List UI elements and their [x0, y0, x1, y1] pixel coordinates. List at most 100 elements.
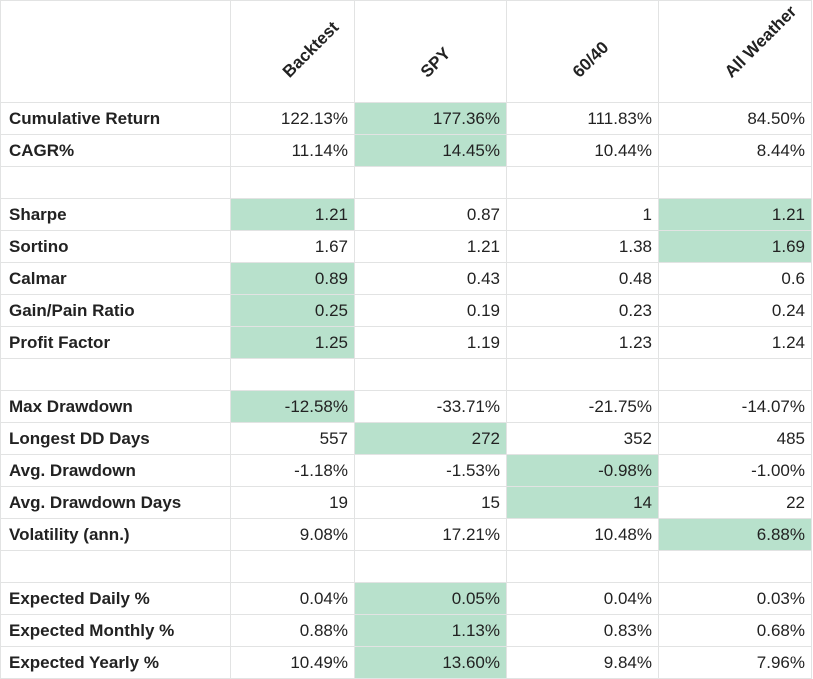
value-cell[interactable]: 272	[355, 423, 507, 455]
value-cell[interactable]: 7.96%	[659, 647, 812, 679]
header-cell-60-40[interactable]: 60/40	[507, 1, 659, 103]
row-label-cell[interactable]: Gain/Pain Ratio	[1, 295, 231, 327]
row-label-cell[interactable]: Sharpe	[1, 199, 231, 231]
value-cell[interactable]: -14.07%	[659, 391, 812, 423]
value-cell[interactable]	[507, 551, 659, 583]
value-cell[interactable]	[355, 551, 507, 583]
value-cell[interactable]: 9.08%	[231, 519, 355, 551]
row-label-cell[interactable]: Avg. Drawdown	[1, 455, 231, 487]
value-cell[interactable]: -1.18%	[231, 455, 355, 487]
value-cell[interactable]: 1.21	[659, 199, 812, 231]
value-cell[interactable]: -21.75%	[507, 391, 659, 423]
value-cell[interactable]: 1.13%	[355, 615, 507, 647]
value-cell[interactable]: 84.50%	[659, 103, 812, 135]
value-cell[interactable]: -1.53%	[355, 455, 507, 487]
row-label-cell[interactable]: Longest DD Days	[1, 423, 231, 455]
value-cell[interactable]: 1.23	[507, 327, 659, 359]
row-label-cell[interactable]	[1, 167, 231, 199]
value-cell[interactable]	[355, 359, 507, 391]
value-cell[interactable]: 0.03%	[659, 583, 812, 615]
value-cell[interactable]: 1.67	[231, 231, 355, 263]
value-cell[interactable]: 0.88%	[231, 615, 355, 647]
value-cell[interactable]: 0.04%	[507, 583, 659, 615]
value-cell[interactable]: 1.24	[659, 327, 812, 359]
value-cell[interactable]	[659, 167, 812, 199]
value-cell[interactable]	[507, 167, 659, 199]
value-cell[interactable]: 1.21	[231, 199, 355, 231]
value-cell[interactable]: -0.98%	[507, 455, 659, 487]
value-cell[interactable]: 14.45%	[355, 135, 507, 167]
value-cell[interactable]: 0.23	[507, 295, 659, 327]
value-cell[interactable]	[231, 551, 355, 583]
value-cell[interactable]: 9.84%	[507, 647, 659, 679]
value-cell[interactable]: 0.83%	[507, 615, 659, 647]
value-cell[interactable]: 15	[355, 487, 507, 519]
value-cell[interactable]: 177.36%	[355, 103, 507, 135]
header-corner-cell[interactable]	[1, 1, 231, 103]
value-cell[interactable]: 1	[507, 199, 659, 231]
value-cell[interactable]: 352	[507, 423, 659, 455]
value-cell[interactable]: 11.14%	[231, 135, 355, 167]
value-cell[interactable]	[659, 551, 812, 583]
value-cell[interactable]: 1.21	[355, 231, 507, 263]
value-cell[interactable]	[231, 359, 355, 391]
row-label-cell[interactable]: Volatility (ann.)	[1, 519, 231, 551]
header-cell-all-weather[interactable]: All Weather	[659, 1, 812, 103]
row-label-cell[interactable]: Avg. Drawdown Days	[1, 487, 231, 519]
value-cell[interactable]: 17.21%	[355, 519, 507, 551]
row-label-cell[interactable]: Expected Daily %	[1, 583, 231, 615]
row-label-cell[interactable]	[1, 551, 231, 583]
value-cell[interactable]: 0.24	[659, 295, 812, 327]
value-cell[interactable]: 0.43	[355, 263, 507, 295]
value-cell[interactable]: 0.19	[355, 295, 507, 327]
value-cell[interactable]: 0.89	[231, 263, 355, 295]
value-cell[interactable]: 0.25	[231, 295, 355, 327]
value-cell[interactable]: 122.13%	[231, 103, 355, 135]
value-cell[interactable]: 19	[231, 487, 355, 519]
row-label-cell[interactable]: Max Drawdown	[1, 391, 231, 423]
value-cell[interactable]: 1.25	[231, 327, 355, 359]
value-cell[interactable]: 485	[659, 423, 812, 455]
value-cell[interactable]: -12.58%	[231, 391, 355, 423]
value-cell[interactable]: -33.71%	[355, 391, 507, 423]
value-cell[interactable]: 0.48	[507, 263, 659, 295]
value-cell[interactable]: 10.48%	[507, 519, 659, 551]
value-cell[interactable]: 1.69	[659, 231, 812, 263]
value-cell[interactable]: 1.38	[507, 231, 659, 263]
row-label-cell[interactable]: Sortino	[1, 231, 231, 263]
row-label-cell[interactable]: CAGR%	[1, 135, 231, 167]
value-cell[interactable]	[507, 359, 659, 391]
value-cell[interactable]: 10.44%	[507, 135, 659, 167]
value-cell[interactable]	[355, 167, 507, 199]
value-cell[interactable]: 557	[231, 423, 355, 455]
value-cell[interactable]: 0.6	[659, 263, 812, 295]
value-cell[interactable]: 111.83%	[507, 103, 659, 135]
row-label-cell[interactable]: Profit Factor	[1, 327, 231, 359]
value-cell[interactable]	[659, 359, 812, 391]
value-cell[interactable]: 0.87	[355, 199, 507, 231]
header-cell-spy[interactable]: SPY	[355, 1, 507, 103]
row-label-cell[interactable]: Expected Monthly %	[1, 615, 231, 647]
header-label-60-40: 60/40	[568, 37, 612, 82]
value-cell[interactable]: 0.05%	[355, 583, 507, 615]
header-label-spy: SPY	[416, 43, 454, 82]
header-cell-backtest[interactable]: Backtest	[231, 1, 355, 103]
row-label-cell[interactable]: Cumulative Return	[1, 103, 231, 135]
value-cell[interactable]: 22	[659, 487, 812, 519]
value-cell[interactable]: 1.19	[355, 327, 507, 359]
header-label-backtest: Backtest	[278, 17, 342, 82]
row-label-cell[interactable]: Calmar	[1, 263, 231, 295]
row-label-cell[interactable]	[1, 359, 231, 391]
value-cell[interactable]: 0.04%	[231, 583, 355, 615]
value-cell[interactable]: 0.68%	[659, 615, 812, 647]
value-cell[interactable]	[231, 167, 355, 199]
row-label-cell[interactable]: Expected Yearly %	[1, 647, 231, 679]
header-label-all-weather: All Weather	[720, 1, 801, 82]
value-cell[interactable]: 10.49%	[231, 647, 355, 679]
value-cell[interactable]: 14	[507, 487, 659, 519]
value-cell[interactable]: 6.88%	[659, 519, 812, 551]
value-cell[interactable]: 8.44%	[659, 135, 812, 167]
value-cell[interactable]: -1.00%	[659, 455, 812, 487]
value-cell[interactable]: 13.60%	[355, 647, 507, 679]
